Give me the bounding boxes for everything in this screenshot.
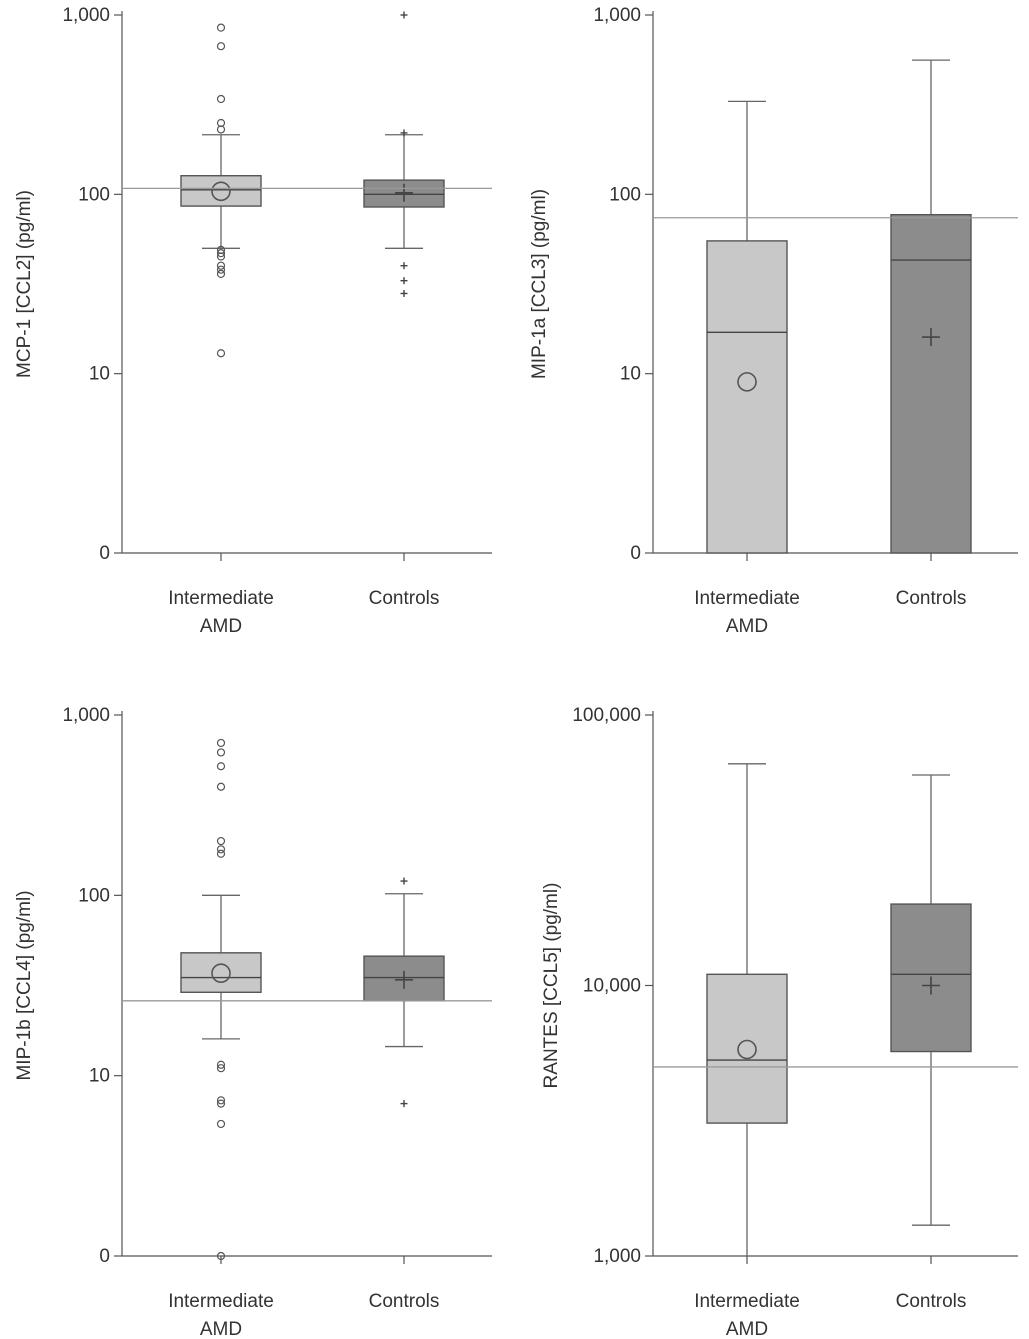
outlier-point (216, 748, 226, 757)
outlier-point (216, 252, 226, 261)
y-tick-label: 1,000 (593, 5, 641, 26)
y-tick-label: 10 (89, 1066, 110, 1087)
series-controls (890, 774, 972, 1226)
outlier-point (216, 782, 226, 791)
iqr-box (890, 213, 972, 554)
mean-marker (395, 183, 413, 202)
y-tick-label: 1,000 (62, 5, 110, 26)
iqr-box (890, 903, 972, 1053)
outlier-point (400, 1100, 408, 1108)
series-controls (363, 877, 445, 1108)
category-label: Intermediate (694, 588, 800, 609)
outlier-point (216, 261, 226, 270)
y-tick-label: 10,000 (583, 976, 641, 997)
mean-marker (395, 970, 413, 989)
y-tick-label: 0 (630, 543, 641, 564)
mean-marker (211, 963, 231, 984)
chart-panel-top-left: 0 10 100 1,000 MCP-1 [CCL2] (pg/ml) Intermedi… (14, 5, 492, 637)
mean-marker (737, 1039, 757, 1060)
outlier-point (216, 1096, 226, 1105)
outlier-point (216, 738, 226, 748)
outlier-point (400, 277, 408, 285)
outlier-point (216, 349, 226, 358)
outlier-point (216, 1099, 226, 1108)
y-axis-label: MIP-1a [CCL3] (pg/ml) (529, 189, 550, 379)
outlier-point (216, 1251, 226, 1261)
outlier-point (216, 94, 226, 104)
outlier-point (400, 129, 408, 137)
chart-panel-top-right: 0 10 100 1,000 MIP-1a [CCL3] (pg/ml) Intermed… (529, 5, 1018, 637)
chart-panel-bottom-right: 1,000 10,000 100,000 RANTES [CCL5] (pg/ml) I… (541, 705, 1018, 1339)
outlier-point (216, 1119, 226, 1129)
category-label: Intermediate (694, 1291, 800, 1312)
y-tick-label: 0 (99, 1246, 110, 1267)
series-intermediate-amd (180, 23, 262, 358)
outlier-point (216, 1060, 226, 1069)
mean-marker (922, 976, 940, 995)
outlier-point (400, 289, 408, 297)
y-tick-label: 100 (78, 885, 110, 906)
y-tick-label: 1,000 (593, 1246, 641, 1267)
y-axis-label: MCP-1 [CCL2] (pg/ml) (14, 190, 35, 378)
y-tick-label: 1,000 (62, 705, 110, 726)
category-label: AMD (726, 616, 768, 637)
outlier-point (400, 262, 408, 270)
series-controls (363, 11, 445, 297)
outlier-point (216, 836, 226, 846)
outlier-point (216, 849, 226, 858)
outlier-point (216, 23, 226, 32)
iqr-box (180, 175, 262, 207)
category-label: Controls (896, 588, 967, 609)
iqr-box (706, 973, 788, 1124)
iqr-box (180, 952, 262, 993)
outlier-point (216, 265, 226, 274)
category-label: Intermediate (168, 588, 274, 609)
series-controls (890, 59, 972, 554)
outlier-point (216, 845, 226, 854)
y-tick-label: 100 (609, 184, 641, 205)
outlier-point (216, 269, 226, 279)
series-intermediate-amd (706, 100, 788, 554)
mean-marker (922, 328, 940, 347)
category-label: Intermediate (168, 1291, 274, 1312)
iqr-box (706, 240, 788, 554)
outlier-point (216, 125, 226, 134)
outlier-point (400, 11, 408, 19)
outlier-point (216, 42, 226, 51)
category-label: AMD (200, 616, 242, 637)
outlier-point (216, 249, 226, 258)
series-intermediate-amd (180, 738, 262, 1261)
category-label: Controls (369, 588, 440, 609)
outlier-point (216, 762, 226, 771)
outlier-point (216, 1064, 226, 1073)
outlier-point (400, 877, 408, 885)
category-label: Controls (369, 1291, 440, 1312)
chart-panel-bottom-left: 0 10 100 1,000 MIP-1b [CCL4] (pg/ml) Intermed… (14, 705, 492, 1339)
y-tick-label: 100,000 (572, 705, 641, 726)
y-axis-label: MIP-1b [CCL4] (pg/ml) (14, 890, 35, 1080)
y-tick-label: 10 (620, 364, 641, 385)
category-label: Controls (896, 1291, 967, 1312)
y-axis-label: RANTES [CCL5] (pg/ml) (541, 883, 562, 1089)
mean-marker (737, 372, 757, 392)
mean-marker (211, 181, 231, 202)
series-intermediate-amd (706, 763, 788, 1256)
y-tick-label: 0 (99, 543, 110, 564)
y-tick-label: 100 (78, 184, 110, 205)
category-label: AMD (200, 1319, 242, 1339)
y-tick-label: 10 (89, 364, 110, 385)
category-label: AMD (726, 1319, 768, 1339)
